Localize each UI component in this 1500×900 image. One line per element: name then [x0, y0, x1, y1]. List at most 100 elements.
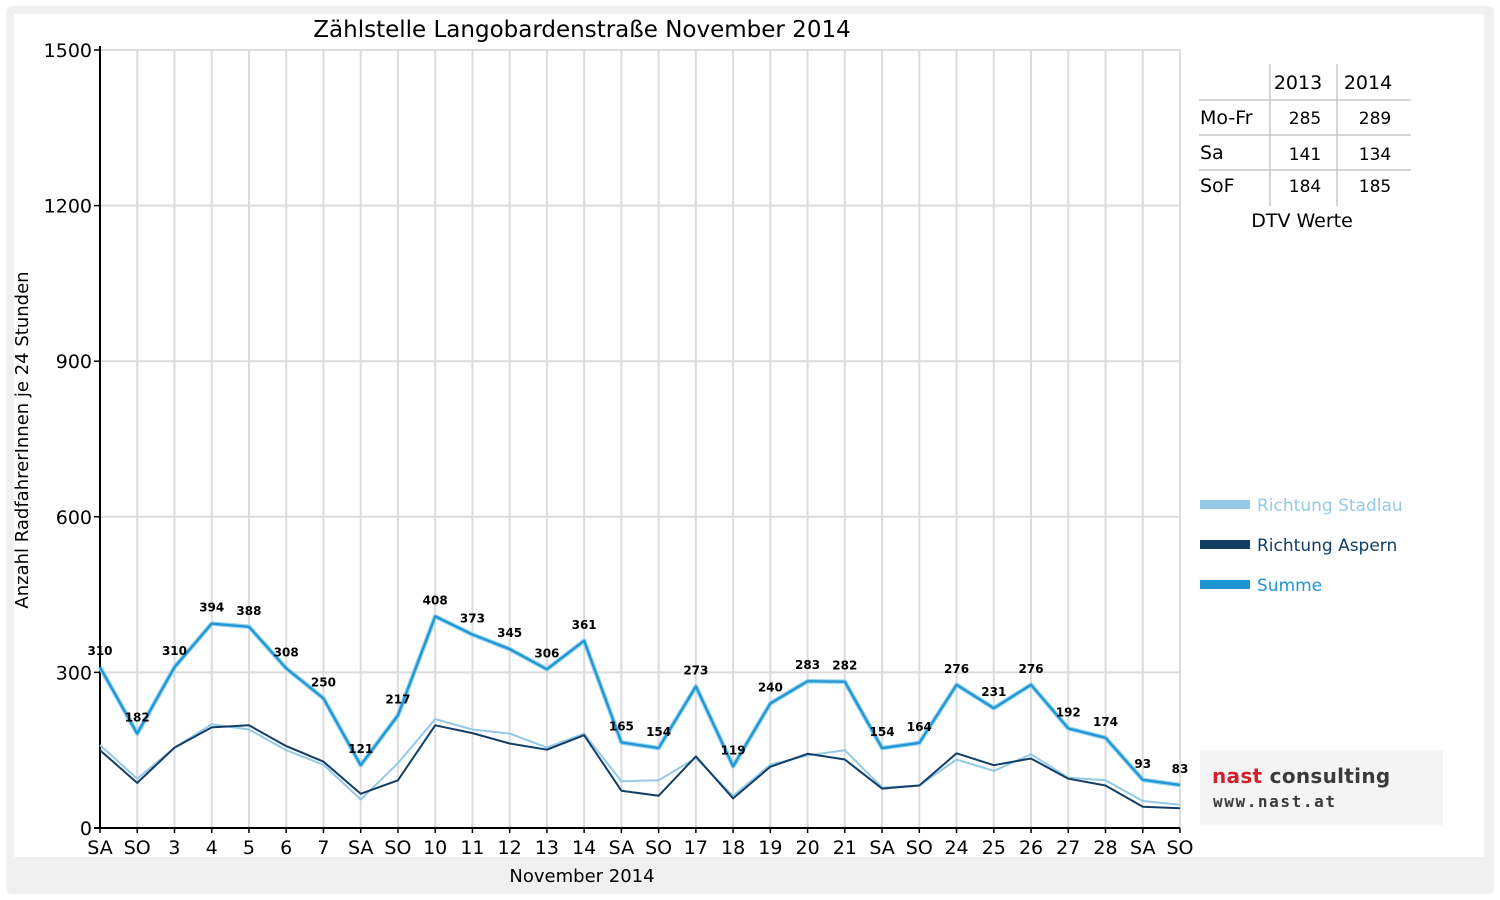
data-label: 310	[162, 644, 187, 658]
data-label: 174	[1093, 715, 1118, 729]
data-label: 240	[758, 681, 783, 695]
series-line-summe	[99, 615, 1181, 787]
data-label: 408	[423, 593, 448, 607]
y-tick-label: 1500	[44, 40, 92, 62]
logo-brand-dark: consulting	[1269, 764, 1391, 788]
gridlines	[100, 49, 1181, 828]
legend-swatch-summe	[1200, 580, 1250, 589]
data-label: 283	[795, 658, 820, 672]
x-axis-label: November 2014	[509, 866, 654, 887]
x-tick-label: 19	[758, 837, 782, 859]
series-line-stadlau	[99, 718, 1181, 806]
data-label: 308	[274, 645, 299, 659]
x-tick-label: SA	[609, 837, 634, 859]
x-tick-label: 21	[833, 837, 857, 859]
data-label: 276	[1019, 662, 1044, 676]
data-label: 231	[981, 685, 1006, 699]
dtv-table: 2013 2014 Mo-Fr 285 289 Sa 141 134 SoF 1…	[1199, 64, 1411, 232]
data-label: 182	[125, 711, 150, 725]
x-tick-label: 6	[280, 837, 292, 859]
data-label: 119	[721, 743, 746, 757]
legend-label-stadlau: Richtung Stadlau	[1257, 496, 1403, 516]
x-tick-label: SA	[1130, 837, 1155, 859]
x-tick-label: SO	[645, 837, 672, 859]
x-tick-label: 3	[168, 837, 180, 859]
dtv-row-label: Mo-Fr	[1200, 107, 1253, 129]
logo-brand-red: nast	[1212, 764, 1263, 788]
x-tick-label: 14	[572, 837, 596, 859]
data-label: 361	[572, 618, 597, 632]
dtv-row-label: Sa	[1200, 142, 1224, 164]
dtv-row-label: SoF	[1200, 175, 1235, 197]
legend: Richtung Stadlau Richtung Aspern Summe	[1200, 496, 1403, 596]
legend-swatch-aspern	[1200, 540, 1250, 549]
data-label: 373	[460, 612, 485, 626]
data-label: 394	[199, 601, 224, 615]
x-tick-label: 20	[795, 837, 819, 859]
x-tick-label: SO	[1166, 837, 1193, 859]
x-tick-label: 11	[460, 837, 484, 859]
data-label: 273	[683, 663, 708, 677]
legend-swatch-stadlau	[1200, 500, 1250, 509]
x-tick-label: 13	[535, 837, 559, 859]
data-label: 192	[1056, 705, 1081, 719]
axes	[94, 46, 1181, 833]
x-tick-label: SO	[384, 837, 411, 859]
x-tick-label: 27	[1056, 837, 1080, 859]
data-label: 310	[87, 644, 112, 658]
data-label: 93	[1134, 757, 1151, 771]
dtv-cell: 184	[1289, 177, 1321, 197]
data-label: 250	[311, 675, 336, 689]
y-tick-labels: 0 300 600 900 1200 1500	[44, 40, 92, 840]
dtv-caption: DTV Werte	[1251, 210, 1353, 232]
data-label: 154	[646, 725, 671, 739]
dtv-header-2014: 2014	[1344, 72, 1392, 94]
y-tick-label: 1200	[44, 196, 92, 218]
x-tick-label: 26	[1019, 837, 1043, 859]
chart-panel	[14, 14, 1484, 857]
data-label: 217	[385, 692, 410, 706]
x-tick-label: 5	[243, 837, 255, 859]
dtv-cell: 141	[1289, 145, 1321, 165]
data-label: 164	[907, 720, 932, 734]
y-tick-label: 900	[56, 351, 92, 373]
chart-title: Zählstelle Langobardenstraße November 20…	[313, 17, 850, 43]
legend-label-summe: Summe	[1257, 576, 1322, 596]
x-tick-label: SA	[348, 837, 373, 859]
x-tick-label: 12	[498, 837, 522, 859]
y-axis-label: Anzahl RadfahrerInnen je 24 Stunden	[12, 271, 33, 608]
x-tick-label: 17	[684, 837, 708, 859]
legend-label-aspern: Richtung Aspern	[1257, 536, 1397, 556]
data-label: 121	[348, 742, 373, 756]
logo-box: nast consulting www.nast.at	[1200, 750, 1443, 825]
dtv-cell: 285	[1289, 109, 1321, 129]
y-tick-label: 600	[56, 507, 92, 529]
data-label: 306	[534, 646, 559, 660]
data-label: 165	[609, 719, 634, 733]
data-label: 345	[497, 626, 522, 640]
data-label: 282	[832, 659, 857, 673]
data-label: 276	[944, 662, 969, 676]
y-tick-label: 300	[56, 662, 92, 684]
series-lines	[98, 614, 1181, 810]
x-tick-labels: SA SO 3 4 5 6 7 SA SO 10 11 12 13 14 SA SO 17 18 19 20 21 SA S…	[87, 837, 1193, 859]
data-label: 83	[1172, 762, 1189, 776]
dtv-header-2013: 2013	[1274, 72, 1322, 94]
x-tick-label: SA	[869, 837, 894, 859]
x-tick-label: SO	[906, 837, 933, 859]
data-label: 154	[870, 725, 895, 739]
y-tick-label: 0	[80, 818, 92, 840]
series-line-aspern	[99, 724, 1181, 810]
logo-url: www.nast.at	[1213, 792, 1337, 811]
dtv-cell: 289	[1359, 109, 1391, 129]
x-tick-label: 25	[982, 837, 1006, 859]
x-tick-label: 10	[423, 837, 447, 859]
x-tick-label: 7	[317, 837, 329, 859]
company-logo: nast consulting	[1212, 764, 1390, 788]
dtv-cell: 185	[1359, 177, 1391, 197]
x-tick-label: 4	[206, 837, 218, 859]
x-tick-label: SA	[87, 837, 112, 859]
data-labels: 310 182 310 394 388 308 250 121 217 408 373 345 306 3…	[87, 593, 1188, 776]
data-label: 388	[236, 604, 261, 618]
